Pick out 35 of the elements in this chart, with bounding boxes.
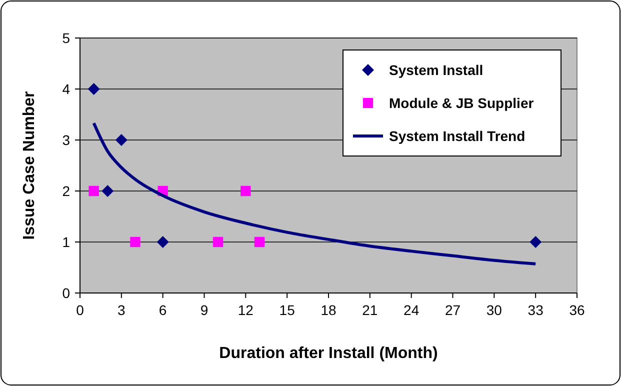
y-tick-label: 3	[62, 132, 70, 148]
x-tick-label: 36	[569, 302, 585, 318]
point	[88, 186, 99, 196]
y-tick-label: 0	[62, 285, 70, 301]
point	[88, 83, 100, 95]
legend-label: System Install Trend	[389, 128, 526, 144]
y-tick-label: 2	[62, 183, 70, 199]
x-tick-label: 21	[362, 302, 378, 318]
x-tick-label: 6	[158, 302, 167, 318]
x-tick-label: 18	[320, 302, 336, 318]
x-tick-label: 33	[528, 302, 544, 318]
x-tick-label: 0	[76, 302, 84, 318]
point	[254, 236, 265, 248]
x-tick-label: 27	[444, 302, 461, 318]
point	[212, 236, 224, 248]
x-tick-label: 9	[200, 302, 208, 318]
x-tick-label: 15	[279, 302, 296, 318]
point	[102, 185, 114, 197]
x-tick-label: 12	[238, 302, 254, 318]
x-tick-label: 30	[486, 302, 502, 318]
point	[156, 236, 169, 248]
legend-label: System Install	[389, 62, 484, 78]
y-tick-label: 1	[62, 234, 70, 250]
legend-label: Module & JB Supplier	[389, 95, 534, 111]
x-tick-label: 24	[404, 302, 420, 318]
point	[240, 186, 251, 196]
line-series	[92, 122, 538, 266]
point	[130, 236, 140, 248]
x-axis-title: Duration after Install (Month)	[219, 345, 438, 362]
y-tick-label: 5	[62, 30, 70, 46]
point	[530, 236, 542, 248]
y-axis-title: Issue Case Number	[21, 91, 38, 240]
point	[115, 134, 128, 146]
y-tick-label: 4	[62, 81, 70, 97]
x-tick-label: 3	[118, 302, 126, 318]
